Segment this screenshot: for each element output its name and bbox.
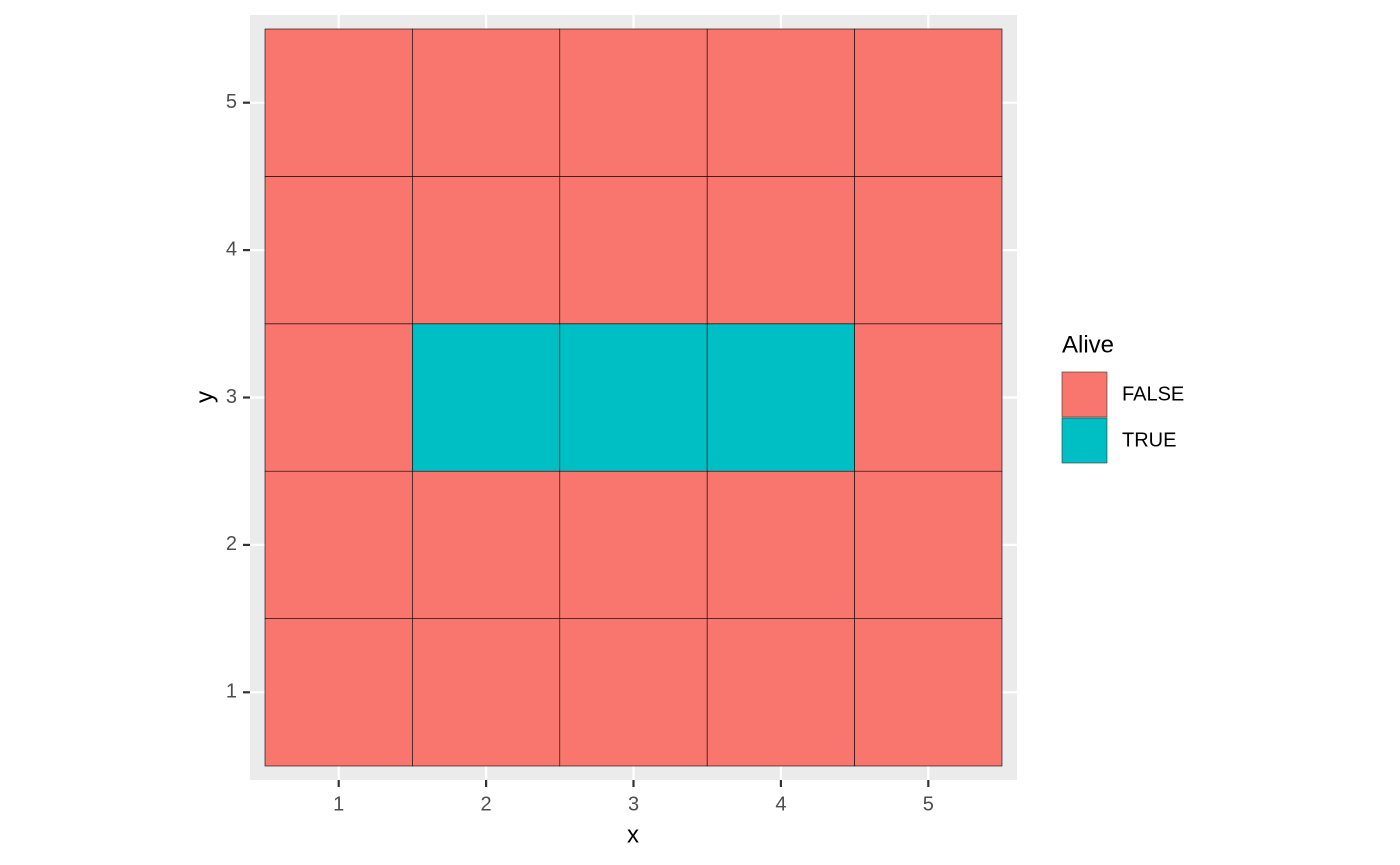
tile: [854, 176, 1003, 325]
tile: [559, 618, 708, 767]
tile: [412, 176, 561, 325]
tile: [412, 323, 561, 472]
tile: [706, 470, 855, 619]
x-axis-title: x: [627, 821, 639, 848]
tile: [706, 176, 855, 325]
tile: [559, 323, 708, 472]
y-tick-label: 4: [226, 238, 237, 260]
legend-key: [1061, 371, 1108, 418]
tile: [264, 618, 413, 767]
tile: [854, 28, 1003, 177]
y-tick-label: 5: [226, 91, 237, 113]
x-tick-label: 3: [628, 793, 639, 815]
tile: [559, 176, 708, 325]
tile: [854, 323, 1003, 472]
legend-label: TRUE: [1122, 429, 1176, 451]
tile: [854, 470, 1003, 619]
tile: [706, 28, 855, 177]
legend-label: FALSE: [1122, 383, 1184, 405]
y-tick-label: 3: [226, 386, 237, 408]
y-tick-label: 2: [226, 533, 237, 555]
y-axis-title: y: [191, 391, 218, 403]
x-tick-label: 4: [775, 793, 786, 815]
tile: [706, 618, 855, 767]
legend-key: [1061, 417, 1108, 464]
x-tick-label: 2: [481, 793, 492, 815]
x-tick-label: 1: [333, 793, 344, 815]
tile: [412, 470, 561, 619]
tile: [264, 28, 413, 177]
tile: [854, 618, 1003, 767]
tile: [264, 176, 413, 325]
tile: [559, 28, 708, 177]
tile: [559, 470, 708, 619]
x-tick-label: 5: [923, 793, 934, 815]
tile: [706, 323, 855, 472]
legend-title: Alive: [1062, 331, 1114, 358]
tile: [264, 470, 413, 619]
tile: [412, 618, 561, 767]
tile: [412, 28, 561, 177]
y-tick-label: 1: [226, 681, 237, 703]
tile: [264, 323, 413, 472]
